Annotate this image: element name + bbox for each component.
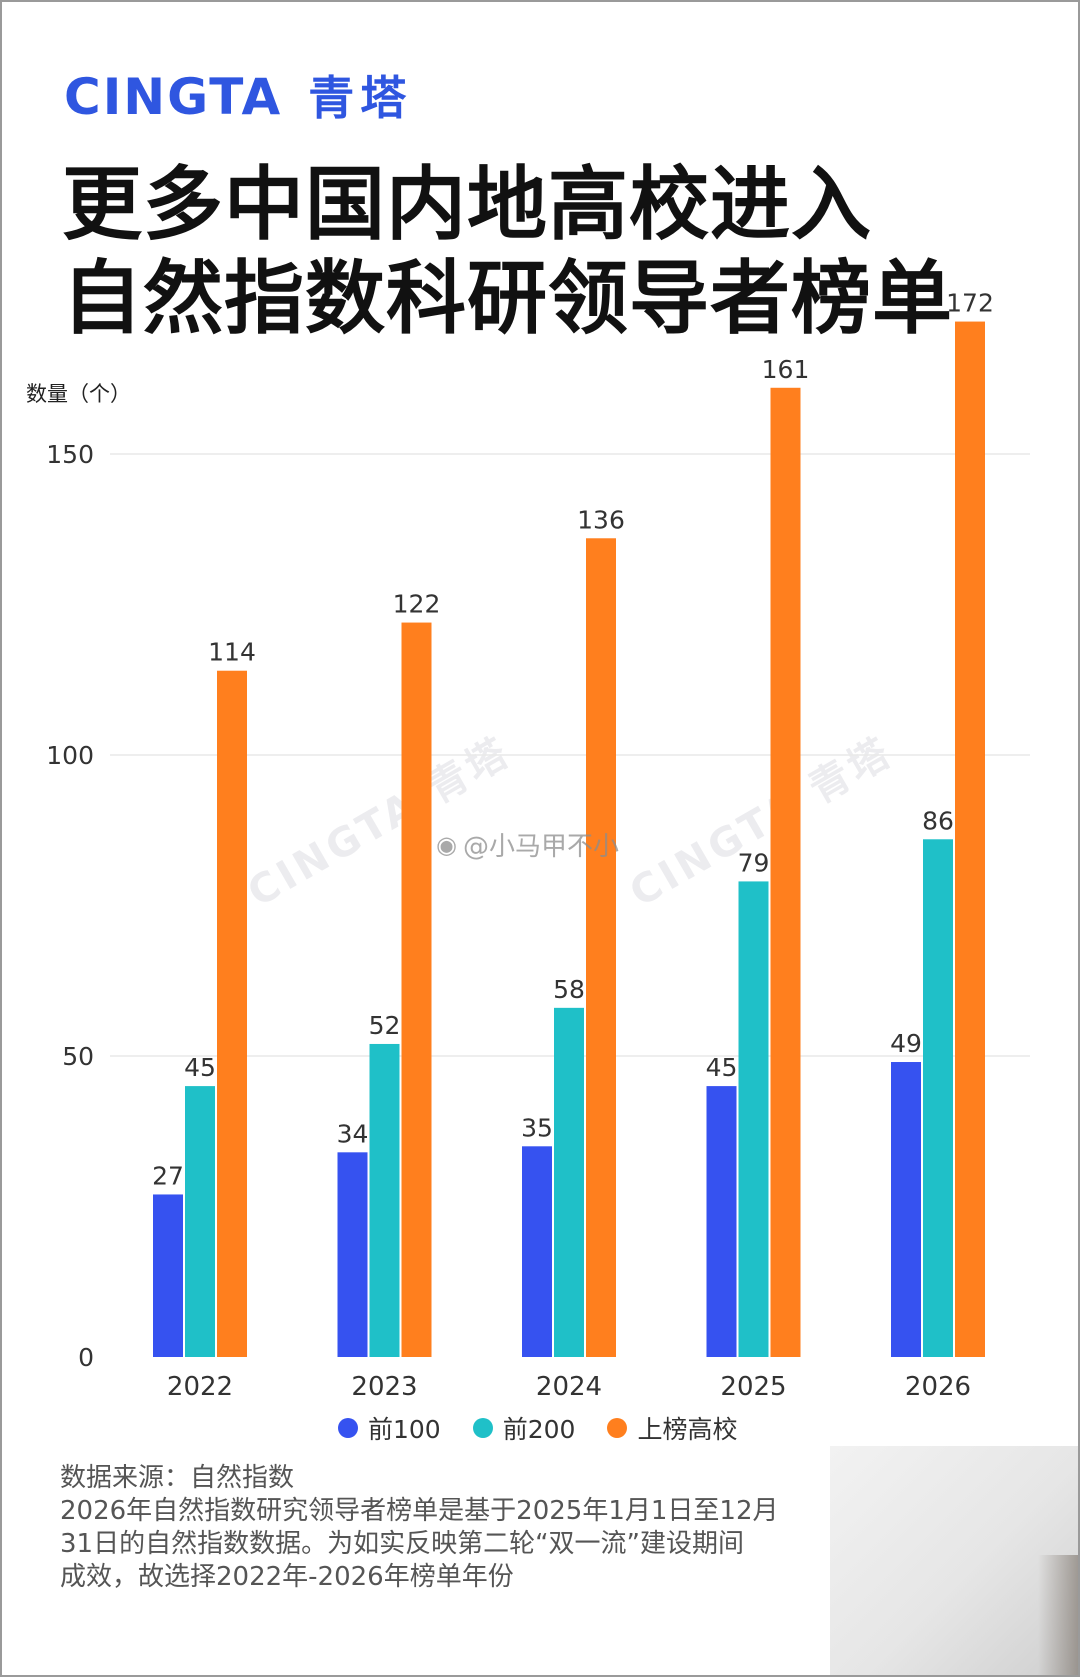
y-tick-label-100: 100: [46, 741, 94, 770]
bar-2025-series-0: [706, 1086, 737, 1357]
brand-name-en: CINGTA: [64, 68, 283, 126]
data-label-2023-series-0: 34: [337, 1119, 369, 1148]
weibo-watermark: ◉ @小马甲不小: [436, 826, 619, 863]
x-tick-label-2024: 2024: [536, 1372, 602, 1400]
chart-legend: 前100 前200 上榜高校: [338, 1410, 737, 1446]
x-tick-label-2023: 2023: [351, 1372, 417, 1400]
data-label-2022-series-0: 27: [152, 1161, 184, 1190]
bar-2022-series-0: [153, 1194, 183, 1357]
legend-label-listed: 上榜高校: [637, 1415, 738, 1444]
data-label-2023-series-1: 52: [369, 1011, 401, 1040]
legend-item-listed: 上榜高校: [607, 1410, 737, 1446]
legend-label-top200: 前200: [502, 1415, 576, 1444]
chart-title: 更多中国内地高校进入 自然指数科研领导者榜单: [62, 158, 962, 346]
y-tick-label-0: 0: [78, 1343, 94, 1372]
legend-swatch-top200: [472, 1418, 493, 1438]
legend-swatch-top100: [338, 1418, 358, 1438]
bar-2024-series-0: [522, 1146, 552, 1357]
x-tick-label-2025: 2025: [720, 1372, 786, 1400]
note-line-2: 31日的自然指数数据。为如实反映第二轮“双一流”建设期间: [60, 1529, 745, 1559]
thumbnail-shadow: [1038, 1555, 1078, 1675]
note-line-1: 2026年自然指数研究领导者榜单是基于2025年1月1日至12月: [60, 1496, 779, 1526]
bar-2022-series-2: [217, 670, 247, 1357]
x-tick-label-2022: 2022: [167, 1372, 233, 1400]
bar-2022-series-1: [185, 1086, 215, 1357]
data-label-2024-series-0: 35: [521, 1113, 553, 1142]
data-label-2026-series-2: 172: [946, 289, 994, 318]
brand-name-cn: 青塔: [308, 71, 413, 125]
bar-2023-series-2: [401, 622, 432, 1357]
data-label-2023-series-2: 122: [393, 590, 441, 619]
data-label-2026-series-1: 86: [922, 806, 954, 835]
bar-2025-series-2: [770, 387, 801, 1357]
y-tick-label-50: 50: [62, 1042, 94, 1071]
bar-chart: 0 50 100 150 27 45 114 2022 34 52 122 2023 35 58 136 20…: [46, 289, 1030, 1400]
x-tick-label-2026: 2026: [905, 1372, 971, 1400]
bar-2024-series-1: [554, 1007, 584, 1357]
bar-2025-series-1: [738, 881, 769, 1357]
bar-2026-series-1: [923, 839, 953, 1357]
data-label-2024-series-2: 136: [577, 505, 625, 534]
legend-label-top100: 前100: [368, 1415, 441, 1444]
legend-item-top200: 前200: [472, 1410, 576, 1446]
y-tick-label-150: 150: [46, 440, 94, 469]
y-axis-label: 数量（个）: [26, 382, 131, 406]
bar-2023-series-1: [369, 1043, 400, 1357]
data-label-2022-series-1: 45: [184, 1053, 216, 1082]
weibo-handle: @小马甲不小: [462, 832, 619, 862]
corner-thumbnail-image: [830, 1446, 1078, 1675]
title-line-2: 自然指数科研领导者榜单: [62, 252, 953, 345]
bar-2026-series-0: [891, 1062, 921, 1357]
data-label-2022-series-2: 114: [208, 638, 256, 667]
bar-2023-series-0: [337, 1152, 368, 1357]
bar-2024-series-2: [586, 538, 616, 1357]
legend-item-top100: 前100: [338, 1410, 441, 1446]
data-label-2025-series-0: 45: [706, 1053, 738, 1082]
legend-swatch-listed: [607, 1418, 628, 1438]
source-notes: 数据来源：自然指数 2026年自然指数研究领导者榜单是基于2025年1月1日至1…: [60, 1462, 820, 1594]
data-label-2024-series-1: 58: [553, 975, 585, 1004]
data-label-2026-series-0: 49: [890, 1029, 922, 1058]
note-line-3: 成效，故选择2022年-2026年榜单年份: [60, 1562, 514, 1592]
brand-logo: CINGTA 青塔: [64, 62, 412, 128]
bar-2026-series-2: [955, 321, 985, 1357]
source-line: 数据来源：自然指数: [60, 1463, 295, 1493]
data-label-2025-series-1: 79: [738, 848, 770, 877]
weibo-icon: ◉: [436, 830, 457, 859]
data-label-2025-series-2: 161: [762, 355, 810, 384]
title-line-1: 更多中国内地高校进入: [62, 158, 872, 251]
